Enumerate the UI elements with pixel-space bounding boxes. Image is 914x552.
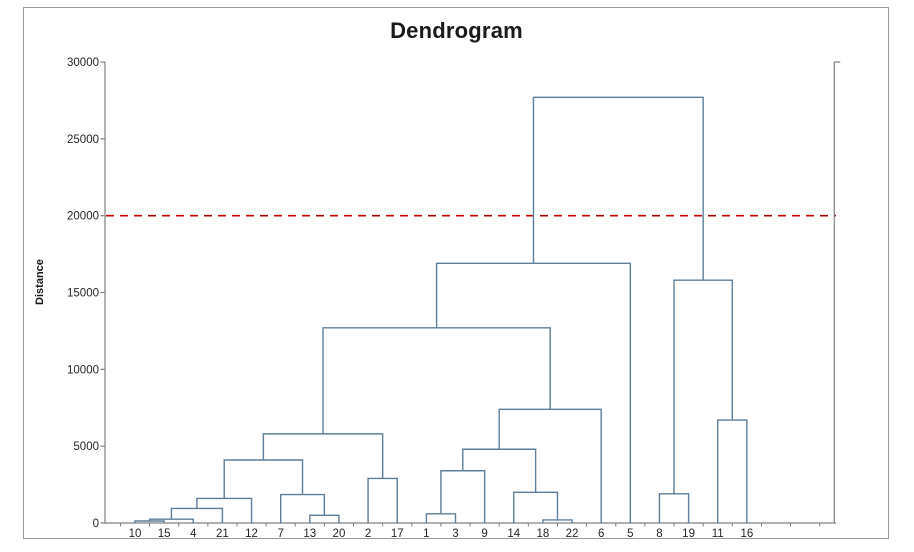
x-leaf-label: 21 — [216, 528, 229, 540]
x-leaf-label: 11 — [712, 528, 724, 540]
x-leaf-label: 1 — [423, 528, 429, 540]
dendrogram-link — [223, 459, 304, 499]
dendrogram-link — [532, 96, 704, 281]
x-leaf-label: 6 — [598, 528, 604, 540]
dendrogram-link — [425, 513, 457, 523]
x-leaf-label: 19 — [682, 528, 695, 540]
x-leaf-label: 5 — [627, 528, 633, 540]
x-leaf-label: 4 — [190, 528, 197, 540]
dendrogram-link — [673, 279, 733, 494]
dendrogram-link — [498, 408, 602, 523]
dendrogram-link — [309, 514, 340, 523]
x-leaf-label: 12 — [245, 528, 258, 540]
y-tick-label: 20000 — [67, 211, 99, 223]
x-leaf-label: 17 — [391, 528, 404, 540]
chart-area-border — [23, 7, 889, 539]
x-leaf-label: 13 — [303, 528, 316, 540]
x-leaf-label: 20 — [333, 528, 346, 540]
x-leaf-label: 18 — [537, 528, 550, 540]
y-tick-label: 10000 — [67, 364, 99, 376]
dendrogram-link — [170, 507, 224, 523]
dendrogram-link — [717, 419, 748, 523]
dendrogram-link — [262, 433, 384, 479]
dendrogram-link — [196, 497, 253, 523]
x-leaf-label: 22 — [566, 528, 579, 540]
y-tick-label: 15000 — [67, 288, 99, 300]
y-tick-label: 5000 — [73, 441, 99, 453]
y-tick-label: 0 — [93, 518, 99, 530]
x-leaf-label: 2 — [365, 528, 371, 540]
y-tick-label: 25000 — [67, 134, 99, 146]
dendrogram-link — [513, 491, 559, 523]
dendrogram-link — [367, 477, 398, 523]
dendrogram-link — [658, 493, 690, 523]
x-leaf-label: 15 — [158, 528, 171, 540]
x-leaf-label: 10 — [129, 528, 142, 540]
dendrogram-link — [542, 519, 573, 523]
x-leaf-label: 16 — [740, 528, 753, 540]
dendrogram-link — [279, 493, 326, 523]
y-tick-label: 30000 — [67, 57, 99, 69]
x-leaf-label: 3 — [452, 528, 458, 540]
x-leaf-label: 7 — [277, 528, 283, 540]
chart-title: Dendrogram — [390, 18, 523, 43]
x-leaf-label: 9 — [481, 528, 487, 540]
x-leaf-label: 14 — [507, 528, 520, 540]
x-leaf-label: 8 — [656, 528, 662, 540]
dendrogram-link — [322, 327, 551, 434]
dendrogram-link — [440, 470, 486, 523]
